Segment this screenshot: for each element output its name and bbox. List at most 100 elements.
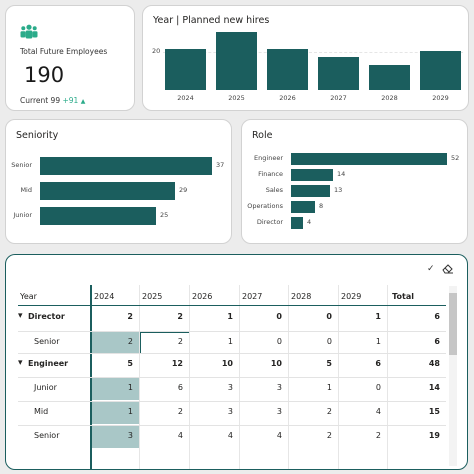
y-label-director: Director xyxy=(256,218,283,226)
table-cell[interactable]: 3 xyxy=(276,383,282,392)
table-cell[interactable]: 0 xyxy=(326,337,332,346)
table-cell[interactable]: 4 xyxy=(177,431,183,440)
kpi-card: Total Future Employees 190 Current 99 +9… xyxy=(5,5,135,111)
row-divider xyxy=(18,377,446,378)
row-divider xyxy=(18,425,446,426)
kpi-current: Current 99 +91 ▲ xyxy=(20,96,85,105)
seniority-chart: Seniority Senior 37 Mid 29 Junior 25 xyxy=(5,119,232,244)
chart-title: Seniority xyxy=(16,130,59,141)
scrollbar-thumb[interactable] xyxy=(449,293,457,355)
table-cell[interactable]: 6 xyxy=(177,383,183,392)
y-label-junior: Junior xyxy=(13,211,32,219)
header-total[interactable]: Total xyxy=(392,292,414,301)
table-cell[interactable]: 1 xyxy=(375,312,381,321)
x-tick-2028: 2028 xyxy=(381,94,398,102)
table-cell[interactable]: 6 xyxy=(434,337,440,346)
chart-title: Role xyxy=(252,130,273,141)
table-cell[interactable]: 48 xyxy=(428,359,440,368)
header-2028[interactable]: 2028 xyxy=(291,292,312,301)
table-cell[interactable]: 0 xyxy=(276,337,282,346)
table-cell[interactable]: 4 xyxy=(227,431,233,440)
bar-mid[interactable] xyxy=(40,182,175,200)
table-cell[interactable]: 2 xyxy=(127,312,133,321)
table-cell[interactable]: 19 xyxy=(428,431,440,440)
table-cell[interactable]: 2 xyxy=(375,431,381,440)
table-cell[interactable]: 6 xyxy=(375,359,381,368)
table-cell[interactable]: 0 xyxy=(276,312,282,321)
bar-sales[interactable] xyxy=(291,185,330,197)
chart-title: Year | Planned new hires xyxy=(153,15,270,26)
row-divider xyxy=(18,353,446,354)
table-cell[interactable]: 2 xyxy=(127,337,133,346)
table-cell[interactable]: 0 xyxy=(326,312,332,321)
table-cell[interactable]: 10 xyxy=(221,359,233,368)
collapse-chevron-icon[interactable]: ▾ xyxy=(18,311,23,321)
table-cell[interactable]: 2 xyxy=(177,407,183,416)
kpi-delta: +91 xyxy=(62,96,79,105)
value-label-engineer: 52 xyxy=(451,154,460,162)
header-2027[interactable]: 2027 xyxy=(242,292,263,301)
table-cell[interactable]: 2 xyxy=(177,312,183,321)
row-label[interactable]: Engineer xyxy=(28,359,69,368)
table-cell[interactable]: 3 xyxy=(127,431,133,440)
bar-2024[interactable] xyxy=(165,49,206,90)
bar-operations[interactable] xyxy=(291,201,315,213)
value-label-sales: 13 xyxy=(334,186,343,194)
row-label: Junior xyxy=(34,383,57,392)
bar-2028[interactable] xyxy=(369,65,410,90)
table-cell[interactable]: 4 xyxy=(375,407,381,416)
table-cell[interactable]: 1 xyxy=(375,337,381,346)
x-tick-2024: 2024 xyxy=(177,94,194,102)
x-tick-2026: 2026 xyxy=(279,94,296,102)
bar-director[interactable] xyxy=(291,217,303,229)
y-label-mid: Mid xyxy=(20,186,32,194)
row-divider xyxy=(18,401,446,402)
bar-2026[interactable] xyxy=(267,49,308,90)
row-label[interactable]: Director xyxy=(28,312,65,321)
check-icon[interactable]: ✓ xyxy=(427,264,435,274)
table-cell[interactable]: 3 xyxy=(227,407,233,416)
table-cell[interactable]: 1 xyxy=(227,312,233,321)
header-2024[interactable]: 2024 xyxy=(94,292,115,301)
header-2026[interactable]: 2026 xyxy=(192,292,213,301)
y-label-engineer: Engineer xyxy=(254,154,283,162)
scrollbar-track[interactable] xyxy=(449,286,457,466)
bar-junior[interactable] xyxy=(40,207,156,225)
bar-senior[interactable] xyxy=(40,157,212,175)
cell-highlight xyxy=(91,402,140,424)
table-cell[interactable]: 1 xyxy=(326,383,332,392)
table-cell[interactable]: 2 xyxy=(326,431,332,440)
y-label-finance: Finance xyxy=(258,170,283,178)
table-cell[interactable]: 0 xyxy=(375,383,381,392)
table-cell[interactable]: 3 xyxy=(276,407,282,416)
bar-engineer[interactable] xyxy=(291,153,447,165)
header-2029[interactable]: 2029 xyxy=(341,292,362,301)
table-cell[interactable]: 2 xyxy=(177,337,183,346)
y-label-sales: Sales xyxy=(265,186,283,194)
table-cell[interactable]: 12 xyxy=(171,359,183,368)
table-cell[interactable]: 5 xyxy=(127,359,133,368)
table-cell[interactable]: 14 xyxy=(428,383,440,392)
table-cell[interactable]: 1 xyxy=(127,407,133,416)
row-divider xyxy=(18,331,446,332)
bar-2025[interactable] xyxy=(216,32,257,90)
table-cell[interactable]: 2 xyxy=(326,407,332,416)
eraser-icon[interactable] xyxy=(442,263,454,277)
x-tick-2025: 2025 xyxy=(228,94,245,102)
table-cell[interactable]: 4 xyxy=(276,431,282,440)
header-2025[interactable]: 2025 xyxy=(142,292,163,301)
table-cell[interactable]: 1 xyxy=(227,337,233,346)
table-cell[interactable]: 3 xyxy=(227,383,233,392)
collapse-chevron-icon[interactable]: ▾ xyxy=(18,358,23,368)
table-cell[interactable]: 6 xyxy=(434,312,440,321)
kpi-current-text: Current 99 xyxy=(20,96,61,105)
table-cell[interactable]: 5 xyxy=(326,359,332,368)
bar-2029[interactable] xyxy=(420,51,461,90)
table-cell[interactable]: 15 xyxy=(428,407,440,416)
table-cell[interactable]: 1 xyxy=(127,383,133,392)
value-label-finance: 14 xyxy=(337,170,346,178)
bar-finance[interactable] xyxy=(291,169,333,181)
table-cell[interactable]: 10 xyxy=(270,359,282,368)
header-year[interactable]: Year xyxy=(20,292,37,301)
bar-2027[interactable] xyxy=(318,57,359,90)
